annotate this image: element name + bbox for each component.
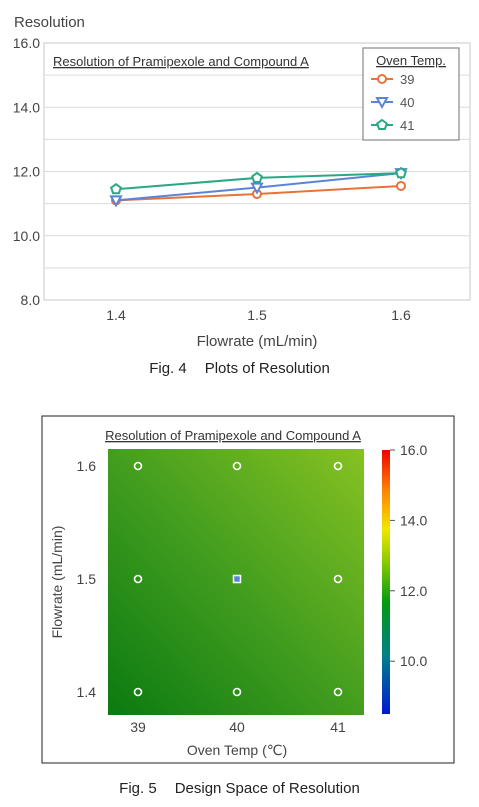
series-group: [109, 166, 408, 208]
design-point: [333, 687, 343, 697]
colorbar-tick-labels: 16.0 14.0 12.0 10.0: [390, 442, 427, 669]
legend-entries: 39 40 41: [371, 72, 414, 133]
design-point: [232, 687, 242, 697]
legend-label: 40: [400, 95, 414, 110]
y-tick-label: 1.4: [77, 684, 97, 700]
y-tick-label: 16.0: [13, 35, 40, 51]
x-tick-label: 40: [229, 719, 245, 735]
figure-5: Resolution of Pramipexole and Compound A…: [0, 400, 479, 807]
fig4-caption-text: Plots of Resolution: [204, 360, 330, 377]
data-point: [396, 180, 406, 191]
x-tick-label: 1.6: [391, 307, 411, 323]
x-tick-label: 39: [130, 719, 146, 735]
legend-entry: 39: [371, 72, 414, 87]
y-tick-labels: 16.0 14.0 12.0 10.0 8.0: [13, 35, 40, 308]
fig4-caption: Fig. 4 Plots of Resolution: [0, 360, 479, 377]
colorbar-tick-label: 14.0: [400, 512, 427, 528]
design-point: [333, 461, 343, 471]
heatmap-x-axis-label: Oven Temp (℃): [187, 742, 287, 758]
y-tick-label: 8.0: [21, 292, 41, 308]
y-tick-label: 12.0: [13, 164, 40, 180]
fig5-caption-number: Fig. 5: [119, 780, 157, 797]
fig5-caption-text: Design Space of Resolution: [174, 780, 360, 797]
design-points: [133, 461, 343, 697]
design-point: [333, 574, 343, 584]
heatmap-title: Resolution of Pramipexole and Compound A: [105, 428, 361, 443]
x-tick-label: 1.4: [106, 307, 126, 323]
series-41: [110, 166, 407, 195]
data-point: [251, 171, 263, 183]
design-point: [232, 461, 242, 471]
data-point: [395, 166, 407, 179]
x-axis-label: Flowrate (mL/min): [197, 333, 318, 350]
legend-entry: 41: [371, 118, 414, 133]
y-tick-label: 10.0: [13, 228, 40, 244]
heatmap-y-axis-label: Flowrate (mL/min): [49, 526, 65, 639]
legend-marker: [377, 74, 387, 84]
legend-label: 41: [400, 118, 414, 133]
colorbar-tick-label: 12.0: [400, 583, 427, 599]
colorbar: [382, 450, 390, 714]
fig4-caption-number: Fig. 4: [149, 360, 187, 377]
legend-title: Oven Temp.: [376, 53, 446, 68]
x-tick-label: 1.5: [247, 307, 267, 323]
legend-marker: [375, 97, 389, 110]
x-tick-labels: 1.4 1.5 1.6: [106, 307, 411, 323]
chart-title: Resolution of Pramipexole and Compound A: [53, 54, 309, 69]
legend-marker: [376, 118, 388, 130]
center-point: [232, 574, 242, 584]
data-point: [109, 195, 123, 208]
y-axis-label: Resolution: [14, 14, 85, 31]
design-point: [133, 574, 143, 584]
figure-4: Resolution Resolution of Pramipexole and…: [0, 0, 479, 390]
data-point: [110, 182, 122, 195]
design-space-heatmap: Resolution of Pramipexole and Compound A…: [41, 415, 455, 764]
colorbar-tick-label: 10.0: [400, 653, 427, 669]
data-point: [250, 182, 264, 195]
resolution-line-chart: Resolution Resolution of Pramipexole and…: [13, 14, 471, 350]
x-tick-labels: 39 40 41: [130, 719, 346, 735]
y-tick-label: 1.5: [77, 571, 97, 587]
colorbar-tick-label: 16.0: [400, 442, 427, 458]
y-tick-label: 1.6: [77, 458, 97, 474]
legend-label: 39: [400, 72, 414, 87]
design-point: [133, 687, 143, 697]
x-tick-label: 41: [330, 719, 346, 735]
design-point: [133, 461, 143, 471]
fig5-caption: Fig. 5 Design Space of Resolution: [0, 780, 479, 797]
legend: Oven Temp. 39 40 41: [362, 47, 460, 141]
legend-entry: 40: [371, 95, 414, 110]
y-tick-labels: 1.6 1.5 1.4: [77, 458, 97, 700]
y-tick-label: 14.0: [13, 99, 40, 115]
